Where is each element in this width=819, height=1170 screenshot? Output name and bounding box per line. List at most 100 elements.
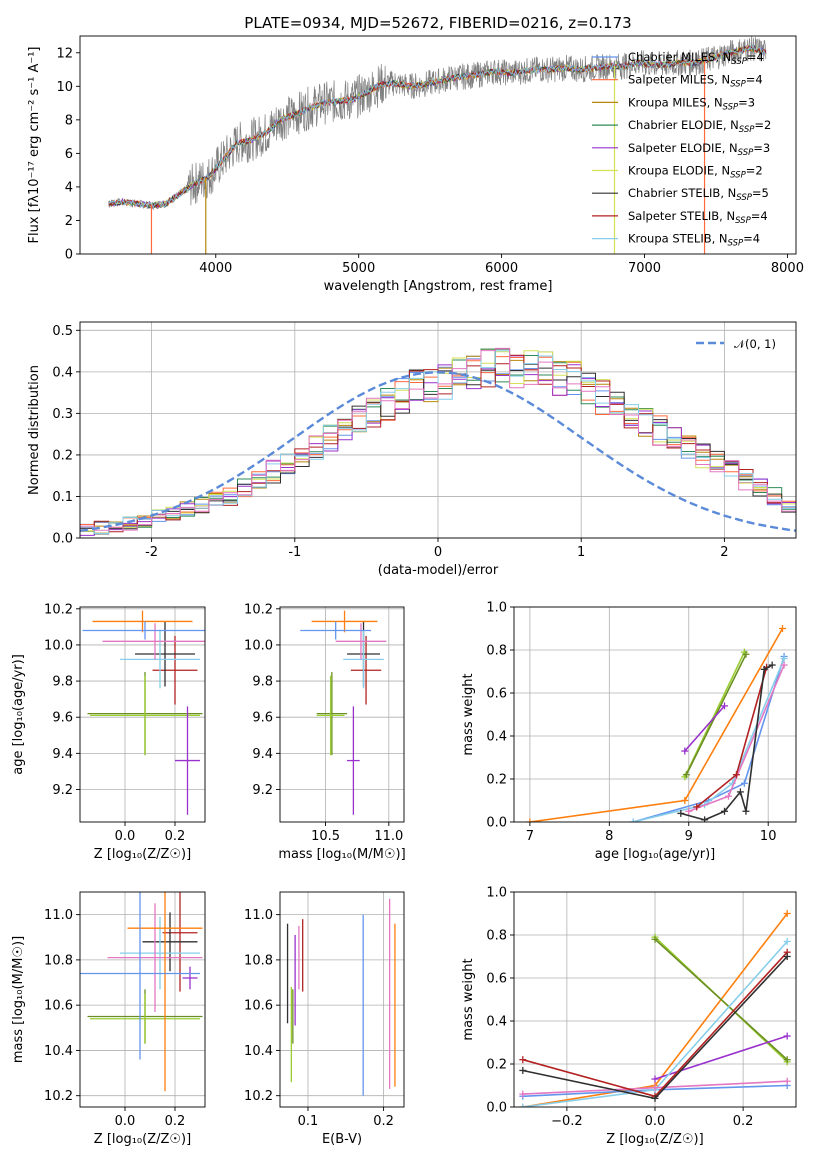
data-point-2 [182,966,198,990]
y-tick-label: 10.0 [244,638,273,653]
weight-marker [693,803,701,811]
y-tick-label: 11.0 [44,908,73,923]
axes-6: 0.1 0.2 10.2 10.4 10.6 10.8 11.0 E(B-V) [244,891,405,1147]
weight-marker [778,625,786,632]
weight-line-4 [632,656,785,822]
weight-marker [721,807,729,815]
chart-title: PLATE=0934, MJD=52672, FIBERID=0216, z=0… [244,14,631,32]
x-tick-label: 0.2 [733,1114,754,1129]
weight-marker [783,937,791,945]
axes-2: 0.0 0.2 9.2 9.4 9.6 9.8 10.0 10.2 Z [log₁₀(Z/Z☉)… [11,602,206,862]
y-tick-label: 9.4 [252,747,273,762]
x-tick-label: 5000 [342,261,375,276]
data-point-7 [92,610,193,633]
grid-lines [514,891,796,1108]
y-tick-label: 0.2 [52,448,73,463]
weight-plot [526,625,788,822]
observed-spectrum [108,36,767,211]
x-tick-label: 6000 [485,261,518,276]
ticks: 0.1 0.2 10.2 10.4 10.6 10.8 11.0 [244,908,394,1129]
data-point-8 [82,621,205,640]
y-tick-label: 9.6 [252,711,273,726]
x-tick-label: 0.1 [298,1114,319,1129]
data-point-1 [90,993,200,1044]
y-tick-label: 0.5 [52,324,73,339]
histogram-4 [80,355,796,538]
y-tick-label: 1.0 [486,886,507,901]
x-tick-label: 8000 [771,261,804,276]
weight-plot [519,910,791,1107]
x-tick-label: 0 [434,545,442,560]
y-tick-label: 4 [65,180,73,195]
axes-frame [79,891,206,1108]
y-tick-label: 0.4 [486,1015,507,1030]
y-tick-label: 10.4 [244,1044,273,1059]
x-tick-label: 11.0 [374,829,403,844]
errorbar-plot [82,610,205,815]
weight-marker [780,661,788,669]
model-spectrum-7 [108,45,767,209]
data-point-6 [335,623,387,660]
histogram-9 [80,347,796,538]
y-tick-label: 0.0 [52,532,73,547]
y-tick-label: 0.2 [486,1058,507,1073]
weight-line-2 [654,938,788,1061]
ticks: 4000 5000 6000 7000 8000 0 2 4 6 8 10 12 [56,46,804,276]
data-point-6 [107,903,203,1012]
data-point-3 [162,892,198,992]
y-tick-label: 10 [56,80,73,95]
axes-frame [279,891,405,1108]
weight-marker [783,1077,791,1085]
ticks: 0.0 0.2 9.2 9.4 9.6 9.8 10.0 10.2 [44,602,185,844]
y-tick-label: 9.6 [52,711,73,726]
grid-lines [280,892,404,1107]
weight-marker [783,1032,791,1040]
axes-3: 10.5 11.0 9.2 9.4 9.6 9.8 10.0 10.2 mass [log₁₀(… [244,602,406,862]
axes-5: 0.0 0.2 10.2 10.4 10.6 10.8 11.0 Z [log₁₀(Z/Z☉)… [11,891,206,1147]
legend: Chabrier MILES, NSSP=4 Salpeter MILES, NS… [592,50,771,249]
ticks: −0.2 0.0 0.2 0.0 0.2 0.4 0.6 0.8 1.0 [486,886,753,1130]
ticks: 10.5 11.0 9.2 9.4 9.6 9.8 10.0 10.2 [244,602,403,844]
y-axis-label: mass weight [461,673,476,755]
data-point-7 [311,610,378,633]
y-tick-label: 9.4 [52,747,73,762]
y-tick-label: 0.6 [486,687,507,702]
weight-marker [651,1094,659,1102]
data-point-3 [152,635,198,705]
weight-marker [742,807,750,815]
weight-marker [742,650,750,658]
x-tick-label: 0.0 [115,1114,136,1129]
data-point-2 [347,706,360,815]
errorbar-plot [286,898,396,1096]
y-tick-label: 9.2 [52,783,73,798]
y-tick-label: 10.2 [244,1089,273,1104]
y-tick-label: 0.3 [52,407,73,422]
y-tick-label: 0 [65,248,73,263]
x-tick-label: 0.2 [165,1114,186,1129]
x-tick-label: 8 [605,829,613,844]
data-point-4 [135,621,195,687]
y-tick-label: 11.0 [244,908,273,923]
weight-marker [681,797,689,804]
x-tick-label: 0.2 [165,829,186,844]
legend-label-8: Kroupa STELIB, NSSP=4 [628,232,760,249]
x-axis-label: E(B-V) [322,1132,362,1147]
x-tick-label: 10 [760,829,777,844]
y-tick-label: 12 [56,46,73,61]
y-tick-label: 10.4 [44,1044,73,1059]
legend-label-4: Salpeter ELODIE, NSSP=3 [628,141,770,158]
data-point-5 [343,630,384,689]
errorbar-plot [80,892,203,1092]
legend: 𝒩(0, 1) [696,337,776,351]
y-tick-label: 0.8 [486,644,507,659]
y-tick-label: 10.8 [244,953,273,968]
data-point-1 [316,675,345,756]
data-point-4 [142,912,198,972]
y-axis-label: Normed distribution [27,365,42,495]
weight-marker [783,1056,791,1064]
y-tick-label: 9.8 [52,675,73,690]
x-tick-label: −0.2 [551,1114,583,1129]
y-tick-label: 9.2 [252,783,273,798]
weight-marker [629,818,637,822]
y-tick-label: 0.2 [486,773,507,788]
